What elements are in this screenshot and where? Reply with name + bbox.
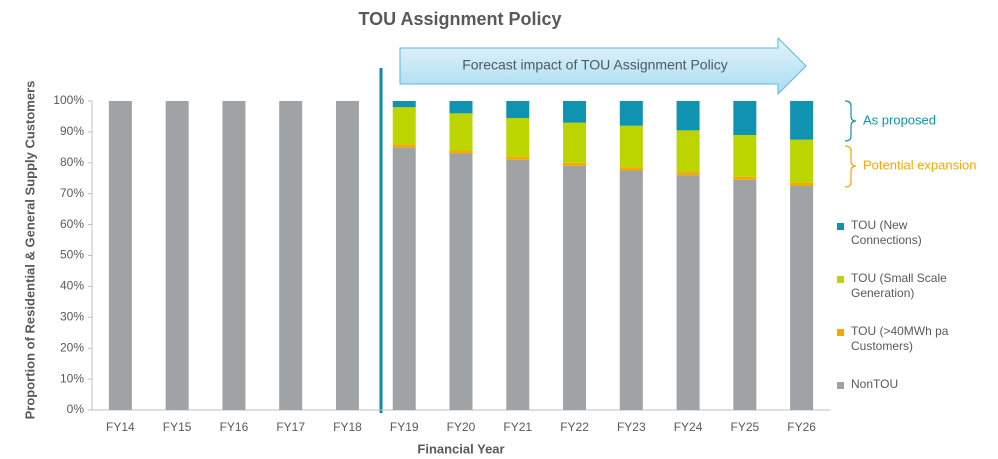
x-tick-label: FY20: [447, 420, 476, 434]
bar-segment: [449, 101, 473, 114]
bar-segment: [676, 130, 700, 173]
y-tick-label: 100%: [53, 93, 84, 107]
legend-swatch: [837, 382, 844, 389]
brace-potential: [844, 145, 857, 188]
as-proposed-annotation: As proposed: [863, 112, 936, 127]
bar-segment: [790, 182, 814, 186]
bar-segment: [676, 101, 700, 131]
y-tick-label: 50%: [60, 248, 84, 262]
x-tick-label: FY24: [674, 420, 703, 434]
bar-segment: [165, 101, 189, 410]
bar-segment: [335, 101, 359, 410]
bar-segment: [676, 172, 700, 176]
bar-segment: [619, 125, 643, 168]
y-tick-label: 70%: [60, 186, 84, 200]
legend-swatch: [837, 329, 844, 336]
bar-segment: [449, 113, 473, 151]
y-tick-label: 60%: [60, 217, 84, 231]
bar-segment: [506, 117, 530, 157]
bar-segment: [563, 165, 587, 410]
bar-segment: [108, 101, 132, 410]
bar-segment: [733, 134, 757, 177]
forecast-arrow: [399, 36, 807, 96]
x-tick-label: FY22: [560, 420, 589, 434]
bar-segment: [676, 175, 700, 410]
legend-label: TOU (>40MWh pa Customers): [851, 324, 949, 353]
bar-segment: [392, 147, 416, 410]
x-axis-label: Financial Year: [417, 441, 504, 456]
x-tick-label: FY23: [617, 420, 646, 434]
y-tick-label: 40%: [60, 279, 84, 293]
legend-swatch: [837, 276, 844, 283]
bar-segment: [790, 139, 814, 183]
bar-segment: [790, 185, 814, 410]
chart-title: TOU Assignment Policy: [358, 9, 561, 29]
legend-label: NonTOU: [851, 377, 899, 391]
bar-segment: [619, 167, 643, 171]
bar-segment: [449, 150, 473, 154]
y-tick-label: 20%: [60, 340, 84, 354]
bar-segment: [279, 101, 303, 410]
bar-segment: [449, 153, 473, 410]
x-tick-label: FY17: [276, 420, 305, 434]
bar-segment: [563, 162, 587, 166]
y-tick-label: 80%: [60, 155, 84, 169]
x-tick-label: FY21: [503, 420, 532, 434]
x-tick-label: FY16: [220, 420, 249, 434]
bar-segment: [506, 156, 530, 160]
bar-segment: [619, 101, 643, 126]
bar-segment: [392, 107, 416, 145]
x-tick-label: FY14: [106, 420, 135, 434]
bar-segment: [222, 101, 246, 410]
bar-segment: [733, 176, 757, 180]
x-tick-label: FY19: [390, 420, 419, 434]
bar-segment: [563, 122, 587, 163]
bar-segment: [790, 101, 814, 140]
y-tick-label: 0%: [67, 402, 85, 416]
x-tick-label: FY26: [787, 420, 816, 434]
bar-segment: [619, 170, 643, 410]
y-tick-label: 90%: [60, 124, 84, 138]
y-tick-label: 30%: [60, 309, 84, 323]
legend-label: TOU (Small Scale Generation): [851, 271, 947, 300]
bar-segment: [563, 101, 587, 123]
x-tick-label: FY25: [731, 420, 760, 434]
bar-segment: [733, 179, 757, 410]
x-tick-label: FY18: [333, 420, 362, 434]
bar-segment: [392, 144, 416, 148]
legend-swatch: [837, 223, 844, 230]
bar-segment: [733, 101, 757, 135]
bar-segment: [506, 101, 530, 118]
y-axis-label: Proportion of Residential & General Supp…: [22, 80, 38, 420]
brace-as-proposed: [844, 100, 857, 142]
potential-annotation: Potential expansion: [863, 157, 976, 172]
bar-segment: [506, 159, 530, 410]
forecast-annotation: Forecast impact of TOU Assignment Policy: [462, 57, 728, 73]
x-tick-label: FY15: [163, 420, 192, 434]
y-tick-label: 10%: [60, 371, 84, 385]
bar-segment: [392, 101, 416, 108]
legend-label: TOU (New Connections): [851, 218, 922, 247]
